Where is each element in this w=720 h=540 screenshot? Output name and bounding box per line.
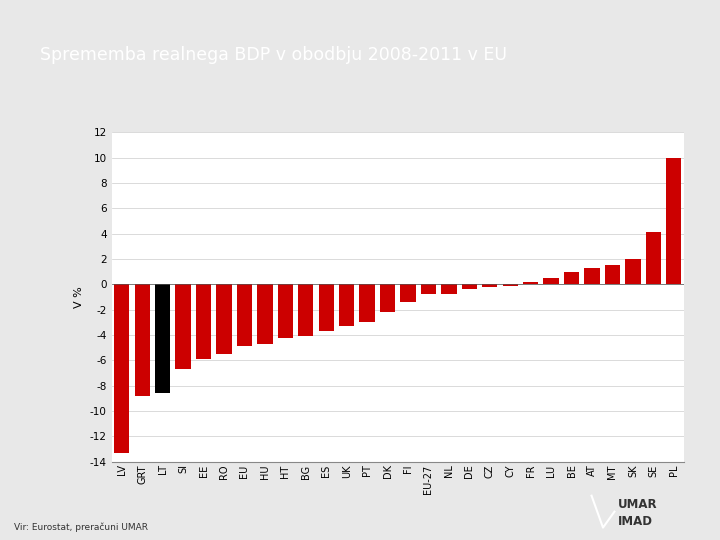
Bar [217, 285, 232, 354]
Bar [298, 285, 313, 336]
Bar [278, 285, 293, 338]
Bar [380, 285, 395, 312]
Text: IMAD: IMAD [618, 515, 653, 528]
Bar [503, 285, 518, 286]
Text: Vir: Eurostat, preračuni UMAR: Vir: Eurostat, preračuni UMAR [14, 522, 148, 532]
Bar [544, 278, 559, 285]
Bar [135, 285, 150, 396]
Bar [196, 285, 211, 359]
Bar [155, 285, 171, 393]
Bar [257, 285, 273, 344]
Bar [237, 285, 252, 347]
Bar [482, 285, 498, 287]
Bar [318, 285, 334, 331]
Text: UMAR: UMAR [618, 498, 657, 511]
Bar [359, 285, 375, 322]
Bar [339, 285, 354, 326]
Bar [462, 285, 477, 289]
Y-axis label: V %: V % [74, 286, 84, 308]
Text: Sprememba realnega BDP v obodbju 2008-2011 v EU: Sprememba realnega BDP v obodbju 2008-20… [40, 46, 507, 64]
Bar [176, 285, 191, 369]
Bar [666, 158, 681, 285]
Bar [400, 285, 415, 302]
Bar [441, 285, 456, 294]
Bar [564, 272, 579, 285]
Bar [585, 268, 600, 285]
Bar [420, 285, 436, 294]
Bar [625, 259, 641, 285]
Bar [523, 282, 539, 285]
Bar [646, 232, 661, 285]
Bar [605, 265, 620, 285]
Bar [114, 285, 130, 453]
